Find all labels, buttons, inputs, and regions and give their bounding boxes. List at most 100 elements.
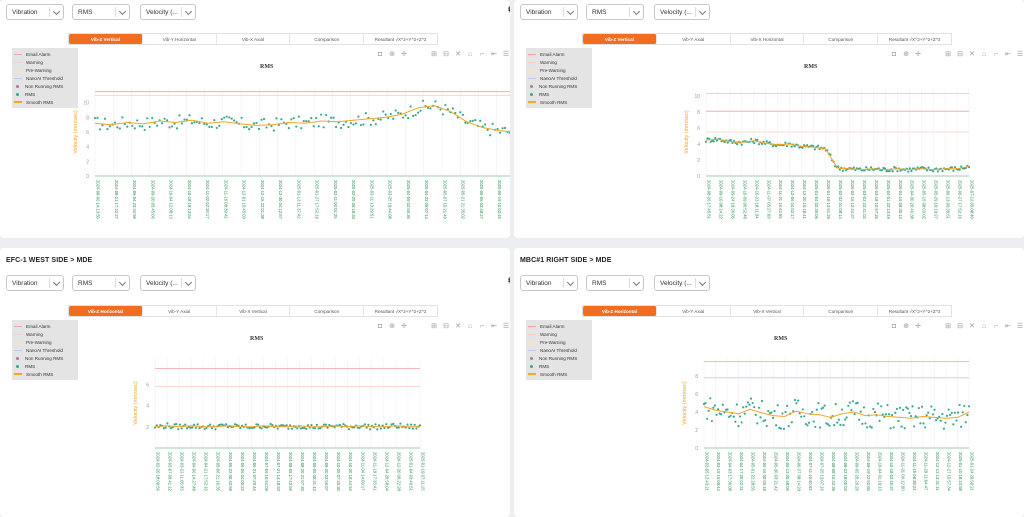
signal-type-select[interactable]: Vibration xyxy=(6,275,64,291)
menu-icon[interactable]: ☰ xyxy=(502,51,510,58)
tab-2[interactable]: Vib-X Vertical xyxy=(731,306,805,316)
tab-1[interactable]: Vib-Y Horizontal xyxy=(143,34,217,44)
legend-item[interactable]: RMS xyxy=(12,362,78,370)
signal-type-select[interactable]: Vibration xyxy=(6,4,64,20)
zoom-out-icon[interactable]: ⊟ xyxy=(957,323,963,330)
menu-icon[interactable]: ☰ xyxy=(1016,323,1024,330)
zoom-in-icon[interactable]: ⊞ xyxy=(431,323,437,330)
spike-lines-icon[interactable]: ⌐ xyxy=(479,51,485,58)
rms-chart[interactable]: 0 2 4 6 8 10 Velocity (mm/sec) 2024-08-26 17:45… xyxy=(514,0,1024,238)
reset-axes-icon[interactable]: ⌂ xyxy=(467,323,473,330)
legend-item[interactable]: RMS xyxy=(526,362,592,370)
legend-item[interactable]: Pre-Warning xyxy=(526,66,592,74)
camera-icon[interactable]: ◘ xyxy=(377,51,383,58)
legend-item[interactable]: Non Running RMS xyxy=(526,354,592,362)
tab-0[interactable]: Vib-Z Vertical xyxy=(583,34,657,44)
legend-item[interactable]: RMS xyxy=(12,90,78,98)
zoom-icon[interactable]: ⊕ xyxy=(903,51,909,58)
unit-select[interactable]: Velocity (... xyxy=(140,4,196,20)
zoom-icon[interactable]: ⊕ xyxy=(903,323,909,330)
metric-select[interactable]: RMS xyxy=(586,275,644,291)
unit-select[interactable]: Velocity (... xyxy=(654,275,710,291)
metric-select[interactable]: RMS xyxy=(586,4,644,20)
compare-icon[interactable]: ⇤ xyxy=(1005,51,1011,58)
compare-icon[interactable]: ⇤ xyxy=(491,51,497,58)
legend-item[interactable]: Warning xyxy=(12,330,78,338)
legend-item[interactable]: Pre-Warning xyxy=(526,338,592,346)
pan-icon[interactable]: ✛ xyxy=(401,51,407,58)
legend-item[interactable]: Email Alarm xyxy=(12,50,78,58)
camera-icon[interactable]: ◘ xyxy=(377,323,383,330)
autoscale-icon[interactable]: ✕ xyxy=(455,323,461,330)
zoom-icon[interactable]: ⊕ xyxy=(389,51,395,58)
legend-item[interactable]: Smooth RMS xyxy=(526,370,592,378)
rms-chart[interactable]: 0 2 4 6 8 Velocity (mm/sec) 2024-03-05 12:43:2… xyxy=(514,248,1024,517)
zoom-in-icon[interactable]: ⊞ xyxy=(945,51,951,58)
legend-item[interactable]: Pre-Warning xyxy=(12,338,78,346)
menu-icon[interactable]: ☰ xyxy=(502,323,510,330)
tab-3[interactable]: Comparison xyxy=(290,306,365,316)
legend-item[interactable]: NanoAI Threshold xyxy=(526,74,592,82)
legend-item[interactable]: Warning xyxy=(526,58,592,66)
tab-1[interactable]: Vib-Y Axial xyxy=(143,306,217,316)
zoom-out-icon[interactable]: ⊟ xyxy=(443,51,449,58)
legend-item[interactable]: Smooth RMS xyxy=(12,370,78,378)
zoom-out-icon[interactable]: ⊟ xyxy=(443,323,449,330)
rms-chart[interactable]: 2 4 6 Velocity (mm/sec) 2024-02-20 18:09:56 2… xyxy=(0,248,510,517)
compare-icon[interactable]: ⇤ xyxy=(1005,323,1011,330)
gear-icon[interactable]: ⚙ xyxy=(507,5,510,16)
legend-item[interactable]: Email Alarm xyxy=(526,322,592,330)
legend-item[interactable]: RMS xyxy=(526,90,592,98)
legend-item[interactable]: Smooth RMS xyxy=(12,98,78,106)
tab-4[interactable]: Resultant √X^2+Y^2+Z^2 xyxy=(888,36,941,42)
legend-item[interactable]: Non Running RMS xyxy=(526,82,592,90)
metric-select[interactable]: RMS xyxy=(72,275,130,291)
pan-icon[interactable]: ✛ xyxy=(915,51,921,58)
legend-item[interactable]: Pre-Warning xyxy=(12,66,78,74)
signal-type-select[interactable]: Vibration xyxy=(520,4,578,20)
signal-type-select[interactable]: Vibration xyxy=(520,275,578,291)
camera-icon[interactable]: ◘ xyxy=(891,51,897,58)
gear-icon[interactable]: ⚙ xyxy=(507,276,510,287)
tab-4[interactable]: Resultant √X^2+Y^2+Z^2 xyxy=(374,36,427,42)
spike-lines-icon[interactable]: ⌐ xyxy=(993,51,999,58)
tab-4[interactable]: Resultant √X^2+Y^2+Z^2 xyxy=(374,308,427,314)
legend-item[interactable]: NanoAI Threshold xyxy=(526,346,592,354)
tab-3[interactable]: Comparison xyxy=(804,306,879,316)
pan-icon[interactable]: ✛ xyxy=(915,323,921,330)
zoom-icon[interactable]: ⊕ xyxy=(389,323,395,330)
tab-3[interactable]: Comparison xyxy=(804,34,879,44)
reset-axes-icon[interactable]: ⌂ xyxy=(981,51,987,58)
tab-1[interactable]: Vib-Y Axial xyxy=(657,34,731,44)
legend-item[interactable]: Warning xyxy=(526,330,592,338)
tab-3[interactable]: Comparison xyxy=(290,34,365,44)
tab-2[interactable]: Vib-X Axial xyxy=(217,34,291,44)
spike-lines-icon[interactable]: ⌐ xyxy=(993,323,999,330)
legend-item[interactable]: Warning xyxy=(12,58,78,66)
autoscale-icon[interactable]: ✕ xyxy=(969,323,975,330)
legend-item[interactable]: Email Alarm xyxy=(12,322,78,330)
tab-0[interactable]: Vib-Z Horizontal xyxy=(583,306,657,316)
legend-item[interactable]: Non Running RMS xyxy=(12,354,78,362)
legend-item[interactable]: NanoAI Threshold xyxy=(12,74,78,82)
tab-4[interactable]: Resultant √X^2+Y^2+Z^2 xyxy=(888,308,941,314)
tab-1[interactable]: Vib-Y Axial xyxy=(657,306,731,316)
tab-2[interactable]: Vib-X Vertical xyxy=(217,306,291,316)
tab-0[interactable]: Vib-Z Vertical xyxy=(69,34,143,44)
zoom-in-icon[interactable]: ⊞ xyxy=(945,323,951,330)
zoom-out-icon[interactable]: ⊟ xyxy=(957,51,963,58)
rms-chart[interactable]: 0 2 4 6 8 10 Velocity (mm/sec) 2024-08-06 14:13… xyxy=(0,0,510,238)
reset-axes-icon[interactable]: ⌂ xyxy=(981,323,987,330)
compare-icon[interactable]: ⇤ xyxy=(491,323,497,330)
autoscale-icon[interactable]: ✕ xyxy=(969,51,975,58)
legend-item[interactable]: Email Alarm xyxy=(526,50,592,58)
camera-icon[interactable]: ◘ xyxy=(891,323,897,330)
tab-2[interactable]: Vib-X Horizontal xyxy=(731,34,805,44)
tab-0[interactable]: Vib-Z Horizontal xyxy=(69,306,143,316)
reset-axes-icon[interactable]: ⌂ xyxy=(467,51,473,58)
unit-select[interactable]: Velocity (... xyxy=(140,275,196,291)
menu-icon[interactable]: ☰ xyxy=(1016,51,1024,58)
zoom-in-icon[interactable]: ⊞ xyxy=(431,51,437,58)
spike-lines-icon[interactable]: ⌐ xyxy=(479,323,485,330)
pan-icon[interactable]: ✛ xyxy=(401,323,407,330)
